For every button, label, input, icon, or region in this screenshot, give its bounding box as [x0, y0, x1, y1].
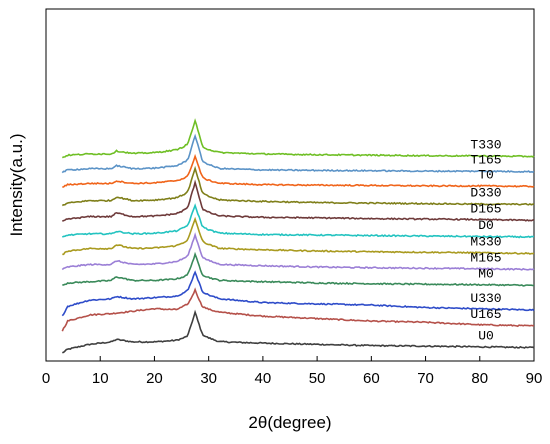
- series-line-u165: [61, 287, 535, 332]
- x-tick-label: 0: [42, 370, 50, 387]
- series-line-t330: [61, 118, 535, 159]
- series-line-m0: [62, 251, 535, 287]
- x-tick-label: 70: [417, 370, 434, 387]
- series-line-m330: [62, 216, 535, 256]
- x-axis-title: 2θ(degree): [248, 413, 331, 432]
- x-tick-label: 90: [526, 370, 543, 387]
- x-axis-ticks: 0 10 20 30 40 50 60 70 80 90: [42, 356, 543, 387]
- series-label-d0: D0: [478, 218, 494, 233]
- x-tick-label: 10: [92, 370, 109, 387]
- series-line-t0: [62, 153, 535, 188]
- x-tick-label: 30: [200, 370, 217, 387]
- series-line-u330: [61, 270, 535, 317]
- series-label-u0: U0: [478, 329, 494, 344]
- x-tick-label: 20: [146, 370, 163, 387]
- series-line-d0: [61, 203, 535, 239]
- series-line-d165: [62, 179, 535, 222]
- series-label-u165: U165: [470, 307, 501, 322]
- series-label-t165: T165: [470, 153, 501, 168]
- series-label-m165: M165: [470, 250, 501, 265]
- x-tick-label: 40: [255, 370, 272, 387]
- series-label-t0: T0: [478, 167, 494, 182]
- series-label-d330: D330: [470, 185, 501, 200]
- series-label-m330: M330: [470, 234, 501, 249]
- series-label-t330: T330: [470, 137, 501, 152]
- x-tick-label: 80: [471, 370, 488, 387]
- series-label-d165: D165: [470, 201, 501, 216]
- plot-frame: [45, 8, 535, 362]
- series-line-m165: [61, 232, 535, 271]
- series-label-m0: M0: [478, 266, 494, 281]
- series-line-t165: [61, 133, 535, 174]
- series-label-u330: U330: [470, 291, 501, 306]
- x-tick-label: 50: [309, 370, 326, 387]
- series-line-u0: [62, 309, 535, 354]
- x-tick-label: 60: [363, 370, 380, 387]
- series-curves: [61, 118, 535, 354]
- y-axis-title: Intensity(a.u.): [7, 134, 26, 237]
- series-line-d330: [61, 165, 535, 207]
